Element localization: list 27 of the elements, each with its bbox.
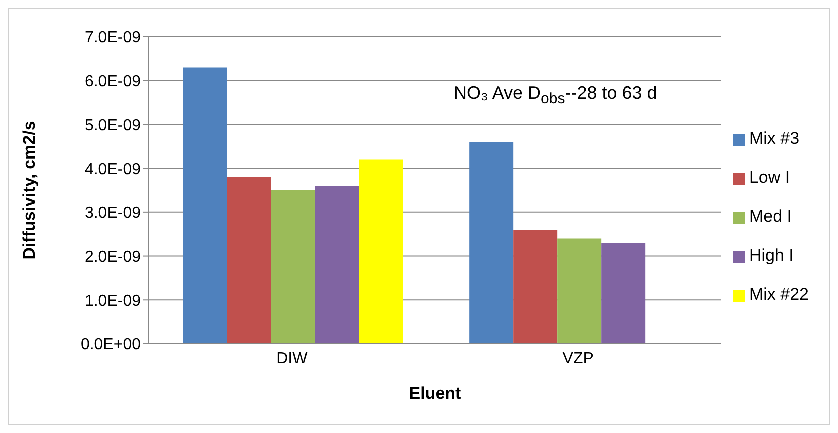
bar	[470, 142, 514, 344]
bar	[602, 243, 646, 344]
legend-label: High I	[749, 246, 794, 265]
y-tick-label: 0.0E+00	[80, 336, 142, 354]
bar	[359, 160, 404, 344]
x-tick-label: DIW	[276, 350, 309, 368]
y-tick-label: 6.0E-09	[84, 74, 142, 91]
bar	[558, 238, 602, 344]
y-tick-label: 2.0E-09	[84, 248, 142, 266]
bar	[315, 186, 360, 344]
legend-label: Mix #3	[749, 129, 800, 148]
y-tick-label: 5.0E-09	[84, 117, 142, 134]
x-tick-label: VZP	[562, 350, 594, 368]
y-tick-label: 3.0E-09	[84, 205, 142, 222]
annotation: NO₃ Ave D$_{obs}$--28 to 63 d	[454, 83, 658, 108]
y-tick-label: 4.0E-09	[84, 161, 142, 178]
bar	[514, 230, 558, 344]
bar	[227, 177, 272, 344]
y-axis-title: Diffusivity, cm2/s	[20, 121, 40, 260]
bar	[183, 68, 228, 344]
y-tick-label: 7.0E-09	[84, 30, 142, 47]
x-axis-title: Eluent	[409, 384, 462, 403]
legend-label: Low I	[749, 168, 790, 187]
y-tick-label: 1.0E-09	[84, 292, 142, 310]
bar	[271, 190, 316, 344]
legend-label: Mix #22	[749, 285, 809, 304]
legend-label: Med I	[749, 207, 792, 226]
